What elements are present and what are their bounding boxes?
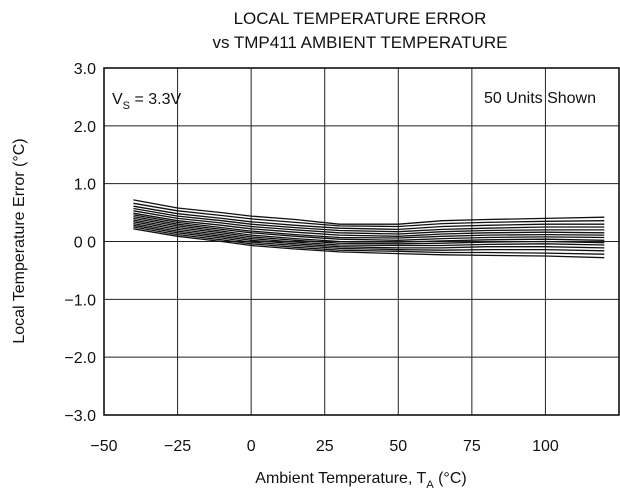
supply-annotation-rest: = 3.3V [130, 91, 181, 108]
x-tick-label: 50 [389, 438, 407, 455]
x-tick-label: 25 [316, 438, 334, 455]
y-tick-label: 3.0 [74, 61, 96, 78]
series-line [133, 214, 605, 239]
series-line [133, 199, 605, 225]
x-axis-label: Ambient Temperature, TA (°C) [255, 470, 466, 491]
series-line [133, 224, 605, 252]
x-tick-label: −25 [164, 438, 191, 455]
chart-title-line-1: LOCAL TEMPERATURE ERROR [234, 9, 487, 28]
x-tick-label: 100 [532, 438, 559, 455]
x-ticks: −50 −25 0 25 50 75 100 [90, 438, 558, 455]
x-tick-label: −50 [90, 438, 117, 455]
series-line [133, 212, 605, 237]
series-line [133, 219, 605, 245]
units-annotation: 50 Units Shown [484, 90, 596, 107]
y-tick-label: 0 0 [74, 235, 96, 252]
x-axis-label-main: Ambient Temperature, T [255, 470, 426, 487]
y-tick-label: −1.0 [64, 292, 96, 309]
supply-annotation-main: V [112, 91, 123, 108]
y-ticks: 3.0 2.0 1.0 0 0 −1.0 −2.0 −3.0 [64, 61, 96, 425]
x-tick-label: 75 [463, 438, 481, 455]
y-tick-label: 2.0 [74, 119, 96, 136]
plot-frame [103, 67, 620, 416]
series-line [133, 221, 605, 247]
series-line [133, 215, 605, 241]
series-line [133, 210, 605, 235]
x-axis-label-unit: (°C) [434, 470, 467, 487]
chart-title-line-2: vs TMP411 AMBIENT TEMPERATURE [212, 33, 507, 52]
y-tick-label: 1.0 [74, 177, 96, 194]
series-line [133, 217, 605, 243]
series-lines [133, 199, 605, 259]
series-line [133, 202, 605, 228]
series-line [133, 205, 605, 231]
y-axis-label: Local Temperature Error (°C) [11, 138, 28, 343]
supply-annotation-sub: S [123, 100, 130, 112]
y-tick-label: −2.0 [64, 350, 96, 367]
series-line [133, 228, 605, 259]
series-line [133, 226, 605, 255]
series-line [133, 207, 605, 233]
series-line [133, 222, 605, 249]
supply-annotation: VS = 3.3V [112, 91, 181, 112]
x-tick-label: 0 [247, 438, 256, 455]
y-tick-label: −3.0 [64, 408, 96, 425]
x-axis-label-sub: A [426, 479, 434, 491]
